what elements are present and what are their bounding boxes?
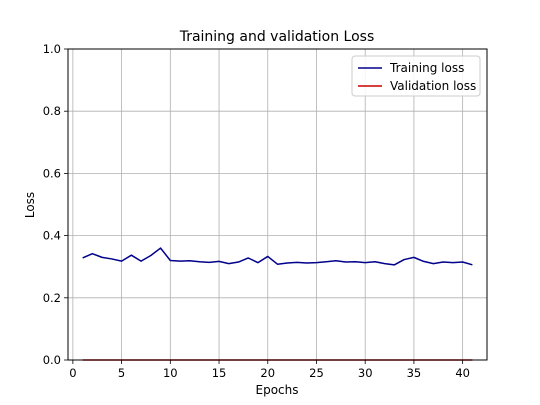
x-tick-label: 10	[163, 366, 178, 380]
x-tick-label: 20	[260, 366, 275, 380]
y-axis-label: Loss	[23, 192, 37, 218]
training-loss-line	[82, 247, 473, 266]
y-tick-label: 0.2	[43, 291, 61, 305]
x-axis-label: Epochs	[256, 383, 299, 397]
y-tick-label: 0.8	[43, 104, 61, 118]
y-tick-label: 0.0	[43, 353, 61, 367]
plot-frame	[67, 48, 488, 361]
legend-entry: Training loss	[389, 61, 464, 75]
x-tick-label: 0	[69, 366, 76, 380]
chart-title: Training and validation Loss	[179, 29, 375, 45]
x-tick-label: 30	[358, 366, 373, 380]
legend-box	[351, 55, 481, 97]
x-tick-label: 5	[118, 366, 125, 380]
y-tick-label: 1.0	[43, 42, 61, 56]
y-tick-label: 0.4	[43, 229, 61, 243]
legend: Training loss Validation loss	[351, 55, 481, 97]
grid	[68, 48, 487, 361]
axis-ticks: 0 5 10 15 20 25 30 35 40 0.0 0.2 0.4 0.6 0.8 1.0	[43, 42, 470, 380]
x-tick-label: 25	[309, 366, 324, 380]
x-tick-label: 15	[212, 366, 227, 380]
x-tick-label: 40	[455, 366, 470, 380]
y-tick-label: 0.6	[43, 166, 61, 180]
x-tick-label: 35	[407, 366, 422, 380]
legend-entry: Validation loss	[390, 79, 476, 93]
